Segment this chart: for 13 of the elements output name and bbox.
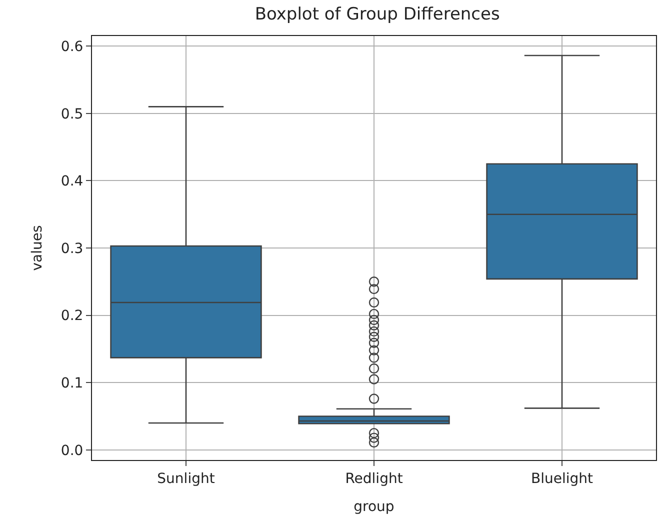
y-tick-label: 0.2 <box>60 308 84 324</box>
x-tick-label: Bluelight <box>530 470 594 487</box>
y-tick-label: 0.6 <box>60 39 84 55</box>
x-tick-label: Sunlight <box>157 470 216 487</box>
y-tick-label: 0.0 <box>60 442 84 459</box>
x-axis-title: group <box>354 499 394 516</box>
y-tick-label: 0.5 <box>60 106 84 122</box>
x-tick-label: Redlight <box>345 470 404 487</box>
y-tick-label: 0.1 <box>60 376 84 392</box>
chart-title: Boxplot of Group Differences <box>254 4 500 25</box>
y-tick-label: 0.4 <box>60 174 84 190</box>
y-axis-title: values <box>30 225 46 271</box>
y-tick-label: 0.3 <box>60 240 84 257</box>
